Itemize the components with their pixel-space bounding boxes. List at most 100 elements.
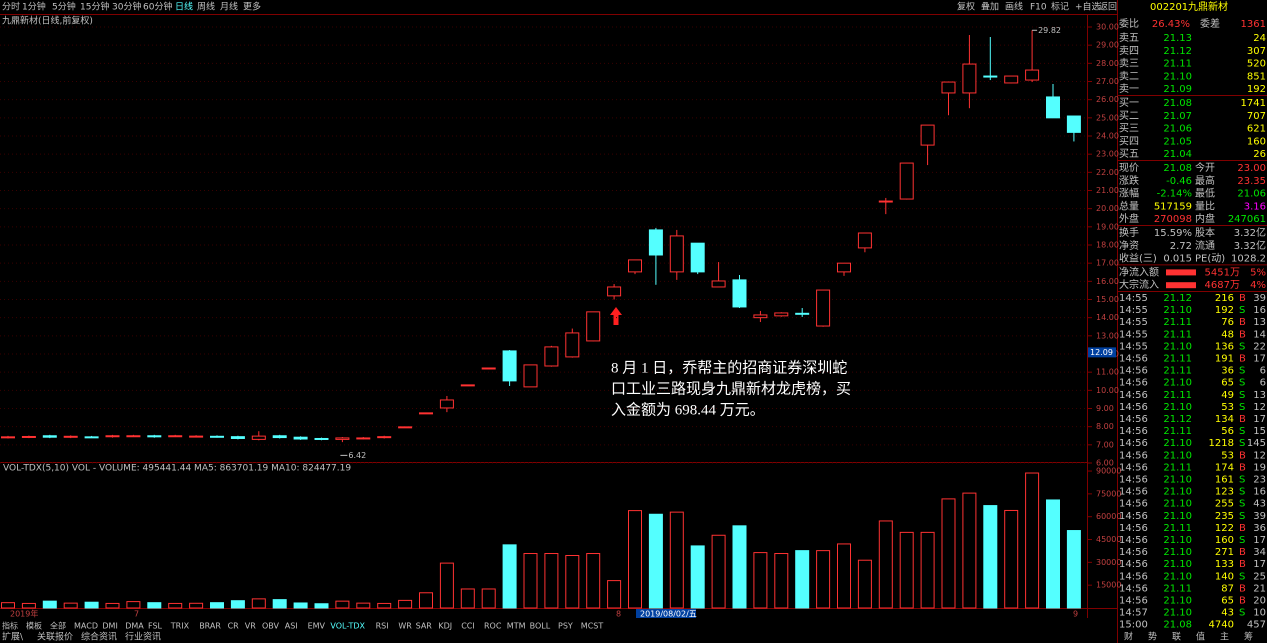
indicator-tab[interactable]: CCI: [461, 622, 475, 631]
indicator-tab[interactable]: KDJ: [438, 622, 452, 631]
quote-cell: S: [1239, 475, 1245, 486]
note-line: 入金额为 698.44 万元。: [611, 401, 765, 418]
quote-cell: B: [1239, 523, 1246, 534]
period-tab[interactable]: 日线: [175, 1, 193, 13]
quote-cell: 21.11: [1163, 366, 1192, 377]
quote-cell: 14:56: [1119, 583, 1148, 594]
volume-bar: [21, 602, 36, 609]
candle-body: [419, 412, 433, 415]
period-tab[interactable]: 周线: [197, 1, 215, 13]
volume-bar: [1066, 530, 1081, 609]
indicator-tab[interactable]: BOLL: [530, 622, 551, 631]
indicator-tab[interactable]: ROC: [484, 622, 502, 631]
quote-cell: 收益(三): [1119, 252, 1157, 265]
date-label: 2019/08/02/五: [640, 610, 697, 619]
volume-bar: [795, 550, 810, 609]
quote-cell: S: [1239, 571, 1245, 582]
date-label: 8: [616, 610, 621, 619]
quote-cell: 65: [1221, 378, 1234, 389]
quote-cell: 13: [1253, 390, 1266, 401]
bottom-tab[interactable]: 关联报价: [37, 631, 73, 643]
candle-body: [84, 436, 99, 439]
side-tab[interactable]: 势: [1148, 631, 1157, 643]
indicator-tab[interactable]: MCST: [581, 622, 604, 631]
indicator-tab[interactable]: FSL: [148, 622, 163, 631]
volume-bar: [1046, 499, 1060, 609]
indicator-tab[interactable]: MTM: [507, 622, 526, 631]
indicator-tab[interactable]: VOL-TDX: [330, 622, 365, 631]
side-tab[interactable]: 联: [1172, 632, 1181, 643]
candle-body: [878, 200, 893, 203]
indicator-tab[interactable]: VR: [245, 622, 256, 631]
candle-body: [1004, 75, 1019, 84]
quote-cell: 14: [1253, 329, 1266, 340]
candle-body: [251, 435, 266, 440]
candle-body: [816, 289, 831, 327]
period-tab[interactable]: 更多: [243, 1, 261, 13]
volume-bar: [1, 602, 15, 609]
quote-cell: 174: [1215, 462, 1234, 473]
period-tab[interactable]: 30分钟: [112, 1, 141, 13]
indicator-tab[interactable]: TRIX: [170, 622, 190, 631]
period-tab[interactable]: 分时: [2, 1, 20, 13]
indicator-tab[interactable]: EMV: [308, 622, 326, 631]
quote-cell: 21.10: [1163, 305, 1192, 316]
tool-button[interactable]: 返回: [1099, 1, 1117, 13]
tool-button[interactable]: 标记: [1051, 1, 1069, 13]
indicator-tab[interactable]: WR: [398, 622, 412, 631]
quote-cell: 21.10: [1163, 608, 1192, 619]
quote-cell: 21.12: [1163, 414, 1192, 425]
volume-bar: [377, 602, 392, 609]
quote-cell: S: [1239, 366, 1245, 377]
date-label: 9: [1073, 610, 1078, 619]
volume-bar: [419, 592, 433, 609]
quote-cell: 43: [1253, 499, 1266, 510]
quote-cell: 161: [1215, 475, 1234, 486]
tool-button[interactable]: +自选: [1075, 1, 1101, 13]
indicator-tab[interactable]: SAR: [416, 622, 433, 631]
y-tick-label: 90000: [1096, 467, 1121, 476]
side-tab[interactable]: 主: [1220, 631, 1229, 643]
bottom-tab[interactable]: 行业资讯: [125, 631, 161, 643]
tool-button[interactable]: 画线: [1005, 1, 1023, 13]
indicator-tab[interactable]: 模板: [26, 621, 42, 631]
side-tab[interactable]: 值: [1196, 631, 1205, 643]
indicator-tab[interactable]: DMA: [125, 622, 144, 631]
quote-cell: 14:56: [1119, 414, 1148, 425]
indicator-tab[interactable]: BRAR: [199, 622, 221, 631]
indicator-tab[interactable]: OBV: [262, 622, 280, 631]
tool-button[interactable]: 叠加: [981, 2, 999, 13]
y-tick-label: 30000: [1096, 558, 1121, 567]
period-tab[interactable]: 月线: [220, 1, 238, 13]
period-tab[interactable]: 1分钟: [22, 1, 46, 13]
quote-cell: 最低: [1195, 187, 1215, 200]
bottom-tab[interactable]: 综合资讯: [81, 631, 117, 643]
quote-cell: 56: [1221, 426, 1234, 437]
indicator-tab[interactable]: ASI: [285, 622, 298, 631]
side-tab[interactable]: 筹: [1244, 631, 1253, 643]
side-tab[interactable]: 财: [1124, 631, 1133, 643]
tool-button[interactable]: F10: [1030, 3, 1047, 13]
bottom-tab[interactable]: 扩展\: [2, 631, 24, 643]
tool-button[interactable]: 复权: [957, 1, 975, 13]
indicator-tab[interactable]: 指标: [2, 621, 18, 631]
period-tab[interactable]: 15分钟: [80, 1, 109, 13]
indicator-tab[interactable]: MACD: [74, 622, 98, 631]
volume-bar: [544, 553, 559, 609]
quote-cell: 今开: [1195, 161, 1215, 174]
quote-cell: 517159: [1154, 201, 1192, 212]
period-tab[interactable]: 60分钟: [143, 1, 172, 13]
period-tab[interactable]: 5分钟: [52, 1, 76, 13]
indicator-tab[interactable]: PSY: [558, 622, 573, 631]
indicator-tab[interactable]: RSI: [376, 622, 389, 631]
indicator-tab[interactable]: 全部: [50, 621, 66, 631]
indicator-tab[interactable]: CR: [228, 622, 240, 631]
quote-cell: 14:56: [1119, 596, 1148, 607]
candle-body: [335, 437, 350, 440]
y-tick-label: 19.00: [1096, 222, 1119, 231]
quote-cell: 14:56: [1119, 450, 1148, 461]
indicator-tab[interactable]: DMI: [102, 622, 117, 631]
volume-bar: [857, 559, 872, 609]
quote-cell: 271: [1215, 547, 1234, 558]
